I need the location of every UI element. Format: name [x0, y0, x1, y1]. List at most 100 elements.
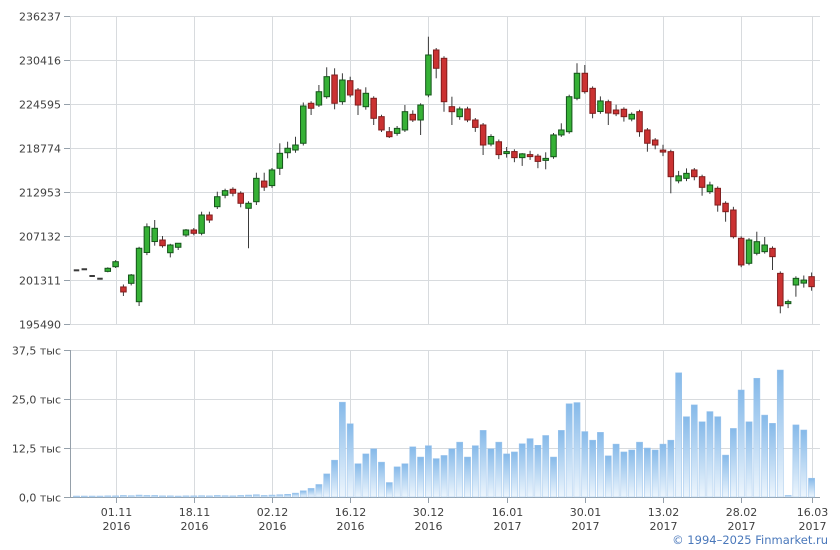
- candle-up: [268, 169, 276, 187]
- candle-down: [722, 202, 729, 213]
- candle-up: [573, 72, 581, 99]
- axes: [64, 16, 820, 503]
- volume-bar: [542, 435, 550, 498]
- candle-up: [558, 129, 565, 136]
- candle-up: [174, 242, 182, 248]
- candle-down: [378, 116, 385, 131]
- volume-bar: [174, 495, 182, 498]
- volume-bar: [401, 463, 409, 498]
- candle-down: [714, 187, 721, 206]
- candle-up: [706, 184, 714, 193]
- volume-tick-label: 37,5 тыс: [12, 345, 61, 358]
- volume-bar: [456, 441, 464, 498]
- price-tick-label: 236237: [19, 11, 61, 24]
- volume-bar: [80, 495, 88, 498]
- candle-down: [620, 108, 628, 118]
- candle-up: [339, 79, 346, 103]
- copyright-link[interactable]: © 1994–2025 Finmarket.ru: [672, 533, 828, 547]
- volume-bar: [299, 490, 307, 498]
- candle-up: [425, 54, 432, 96]
- candle-up: [104, 267, 112, 272]
- candle-down: [777, 272, 784, 307]
- candle-down: [659, 149, 667, 153]
- candle-down: [237, 192, 244, 204]
- candle-down: [698, 176, 706, 188]
- candle-doji-dash: [97, 277, 103, 280]
- volume-bar: [565, 403, 573, 498]
- volume-bar: [753, 377, 761, 498]
- candle-up: [221, 190, 229, 196]
- candle-down: [409, 113, 417, 121]
- candle-up: [792, 277, 800, 286]
- volume-bar: [385, 482, 393, 498]
- candle-down: [581, 72, 589, 93]
- volume-bar: [651, 449, 659, 498]
- candle-down: [120, 286, 127, 293]
- volume-bar: [127, 495, 135, 498]
- date-tick-label: 02.12: [257, 506, 289, 519]
- candle-down: [260, 180, 268, 188]
- date-tick-label: 13.02: [648, 506, 680, 519]
- date-tick-label: 18.11: [179, 506, 211, 519]
- candle-up: [565, 96, 573, 133]
- volume-bar: [432, 458, 440, 498]
- volume-bar: [440, 455, 448, 498]
- candle-down: [432, 49, 440, 69]
- candle-up: [675, 175, 682, 182]
- candle-down: [190, 229, 198, 234]
- volume-bar: [730, 428, 737, 498]
- volume-bar: [315, 484, 323, 498]
- volume-bar: [339, 401, 346, 498]
- candle-up: [393, 127, 401, 134]
- volume-bar: [159, 495, 166, 498]
- candle-up: [292, 144, 299, 151]
- volume-bar: [370, 448, 378, 498]
- candle-up: [753, 241, 761, 254]
- date-tick-label: 2016: [259, 520, 287, 533]
- candle-down: [370, 97, 377, 119]
- candle-doji-dash: [73, 269, 80, 272]
- volume-bar: [628, 449, 636, 498]
- candle-down: [448, 106, 456, 113]
- volume-bar: [190, 495, 198, 498]
- volume-bar: [88, 495, 96, 498]
- volume-bar: [464, 456, 471, 498]
- candle-up: [276, 152, 284, 169]
- volume-bar: [425, 445, 432, 498]
- price-tick-label: 212953: [19, 187, 61, 200]
- volume-bar: [573, 402, 581, 498]
- volume-bar: [800, 429, 808, 498]
- candle-down: [605, 101, 612, 114]
- volume-bar: [581, 431, 589, 498]
- price-tick-label: 224595: [19, 99, 61, 112]
- volume-bar: [518, 443, 526, 498]
- volume-bar: [112, 495, 119, 498]
- candle-up: [112, 261, 119, 268]
- volume-bar: [354, 463, 362, 498]
- candle-down: [589, 87, 596, 114]
- volume-bar: [393, 466, 401, 498]
- volume-bar: [487, 448, 495, 498]
- volume-bar: [104, 495, 112, 498]
- candle-down: [651, 139, 659, 146]
- candle-up: [182, 229, 190, 236]
- candle-up: [127, 274, 135, 284]
- volume-bar: [714, 416, 722, 498]
- candle-down: [386, 131, 393, 138]
- volume-bar: [268, 494, 276, 498]
- axis-labels: 236237 230416 224595 218774 212953 207132 2013…: [12, 11, 828, 534]
- candle-down: [737, 237, 745, 266]
- candle-down: [495, 141, 503, 156]
- volume-bar: [776, 369, 784, 498]
- date-tick-label: 2016: [103, 520, 131, 533]
- date-tick-label: 2017: [494, 520, 522, 533]
- volume-bar: [511, 451, 518, 498]
- volume-bar: [471, 445, 479, 498]
- candle-down: [511, 151, 518, 159]
- volume-bar: [284, 494, 291, 498]
- volume-bar: [198, 495, 205, 498]
- volume-bar: [503, 453, 510, 498]
- candle-down: [440, 57, 448, 103]
- volume-bar: [96, 495, 104, 498]
- date-tick-label: 2016: [337, 520, 365, 533]
